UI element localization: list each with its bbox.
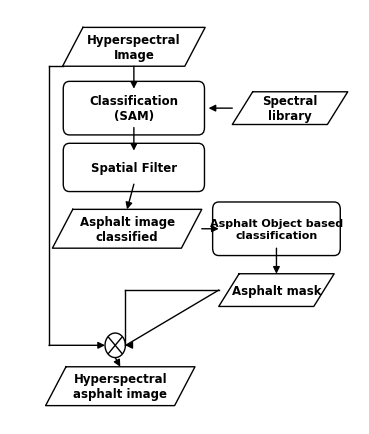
Circle shape xyxy=(105,333,125,358)
Text: Spectral
library: Spectral library xyxy=(262,95,318,123)
Text: Spatial Filter: Spatial Filter xyxy=(91,161,177,174)
Text: Asphalt Object based
classification: Asphalt Object based classification xyxy=(210,218,343,240)
Polygon shape xyxy=(232,92,348,125)
Text: Asphalt image
classified: Asphalt image classified xyxy=(80,215,175,243)
Text: Hyperspectral
asphalt image: Hyperspectral asphalt image xyxy=(73,372,167,400)
FancyBboxPatch shape xyxy=(63,82,204,135)
Polygon shape xyxy=(46,367,195,406)
FancyBboxPatch shape xyxy=(63,144,204,192)
FancyBboxPatch shape xyxy=(213,203,340,256)
Polygon shape xyxy=(52,210,202,249)
Polygon shape xyxy=(63,28,205,67)
Text: Asphalt mask: Asphalt mask xyxy=(232,284,321,297)
Text: Hyperspectral
Image: Hyperspectral Image xyxy=(87,34,181,62)
Polygon shape xyxy=(219,274,334,307)
Text: Classification
(SAM): Classification (SAM) xyxy=(89,95,178,123)
